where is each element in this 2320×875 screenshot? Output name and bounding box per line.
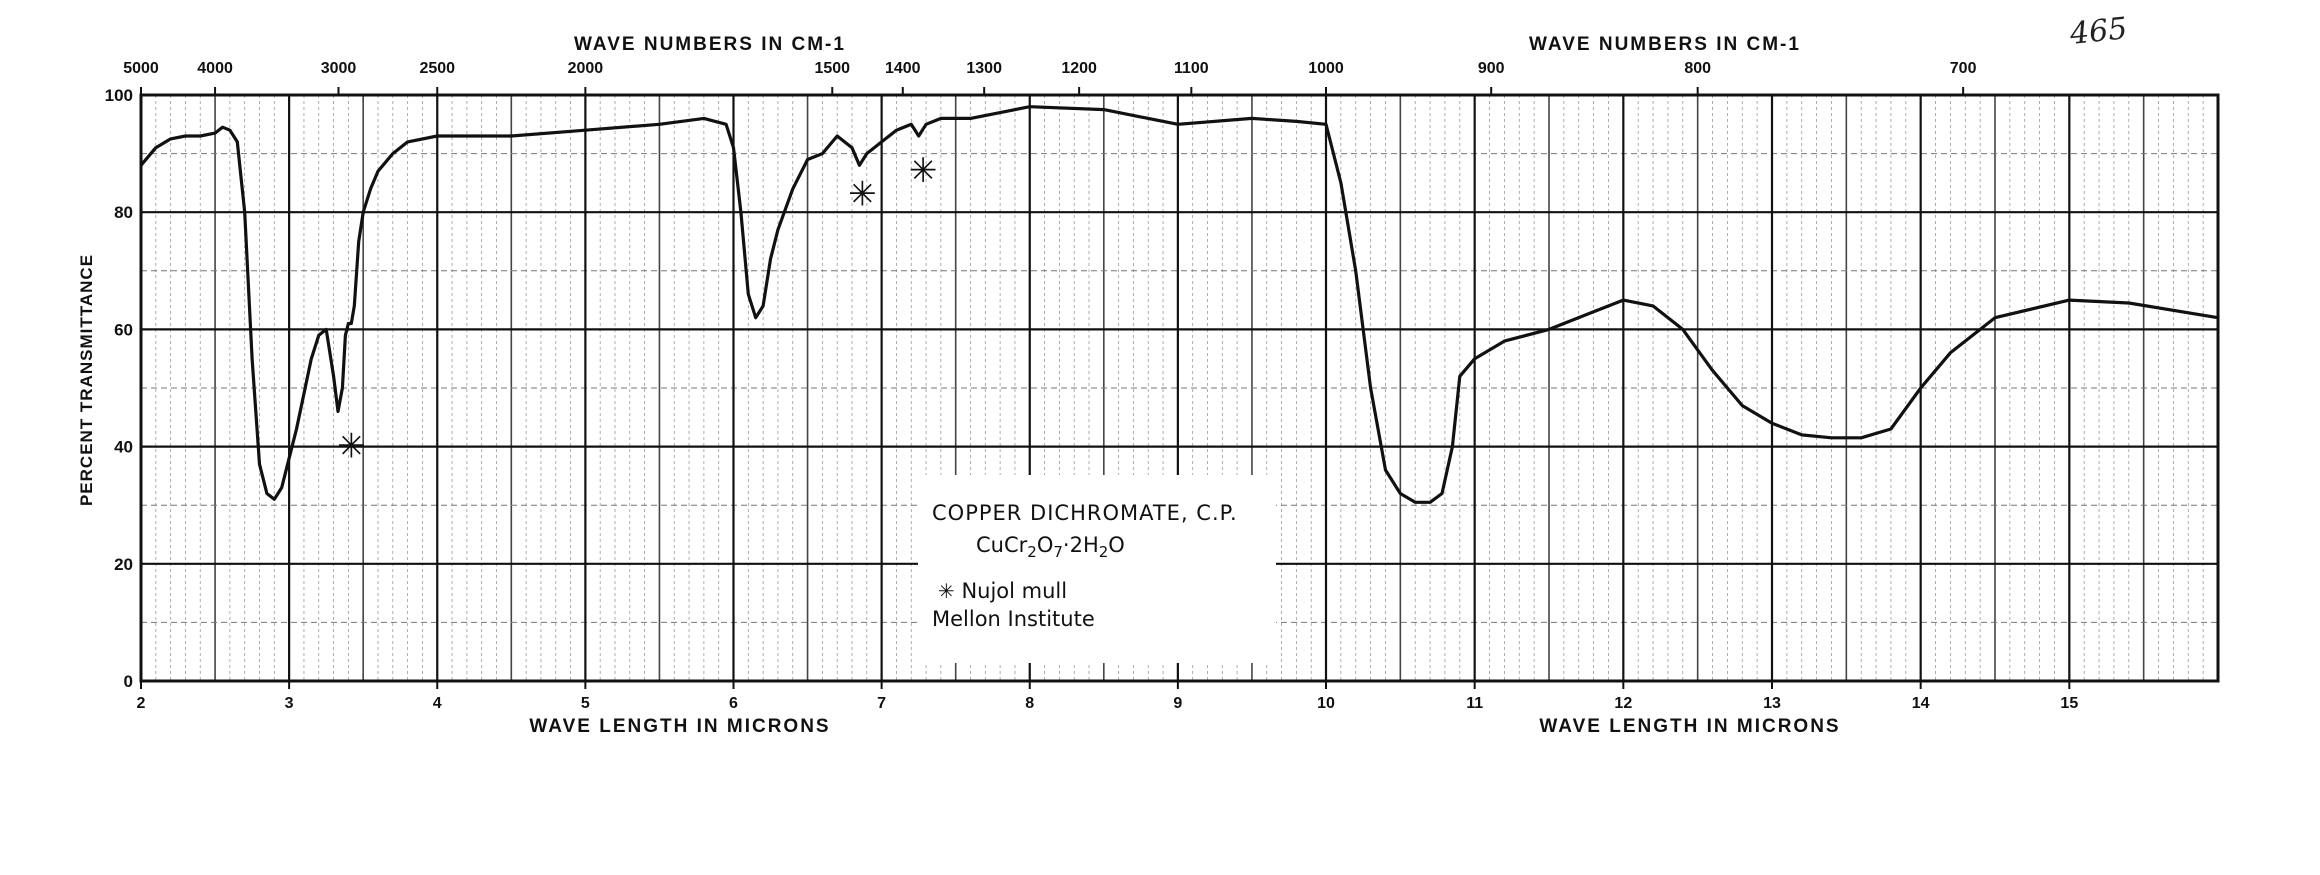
y-tick-label: 40 [114,438,133,457]
transmittance-curve [139,105,2219,504]
nujol-marker-icon: ✳ [938,579,955,603]
top-tick-label: 1300 [966,60,1002,77]
top-tick-label: 1100 [1174,60,1209,77]
top-tick-label: 800 [1684,60,1711,77]
nujol-markers: ✳ ✳ ✳ [337,152,937,465]
x-axis-title-left: WAVE LENGTH IN MICRONS [529,716,830,737]
legend-note-row: ✳ Nujol mull [938,579,1067,603]
top-tick-label: 3000 [321,60,357,77]
formula-part-a: CuCr [976,533,1028,557]
x-tick-label: 12 [1614,695,1632,712]
legend-note: Nujol mull [961,579,1068,603]
y-axis-title: PERCENT TRANSMITTANCE [77,254,96,506]
top-tick-label: 1400 [885,60,921,77]
formula-sub-2: 7 [1053,543,1063,562]
x-tick-label: 7 [877,695,886,712]
y-tick-labels: 0 20 40 60 80 100 [105,86,133,691]
x-tick-label: 10 [1317,695,1335,712]
x-axis-title-right: WAVE LENGTH IN MICRONS [1539,716,1840,737]
formula-part-d: O [1108,533,1125,557]
source-label: Mellon Institute [932,607,1095,631]
x-tick-label: 14 [1912,695,1930,712]
y-tick-label: 80 [114,203,133,222]
y-tick-label: 20 [114,555,133,574]
top-tick-labels: 5000 4000 3000 2500 2000 1500 1400 1300 1200 1100… [123,60,1977,95]
x-tick-label: 5 [581,695,590,712]
x-tick-label: 13 [1763,695,1781,712]
x-tick-label: 3 [285,695,294,712]
top-tick-label: 4000 [197,60,233,77]
top-axis-title-right: WAVE NUMBERS IN CM-1 [1529,34,1801,55]
top-tick-label: 700 [1950,60,1977,77]
formula-part-b: O [1036,533,1054,557]
x-tick-label: 9 [1173,695,1182,712]
formula-part-c: ·2H [1062,533,1099,557]
x-tick-label: 15 [2060,695,2078,712]
top-tick-label: 1000 [1308,60,1344,77]
compound-formula: CuCr2O7·2H2O [976,533,1125,561]
formula-sub-1: 2 [1027,543,1037,562]
top-tick-label: 1200 [1061,60,1097,77]
x-tick-label: 8 [1025,695,1034,712]
y-tick-label: 100 [105,86,133,105]
top-tick-label: 1500 [814,60,850,77]
top-axis-title-left: WAVE NUMBERS IN CM-1 [574,34,846,55]
y-tick-label: 0 [124,672,133,691]
nujol-marker: ✳ [909,152,938,190]
y-tick-label: 60 [114,320,133,339]
top-tick-label: 5000 [123,60,159,77]
x-tick-labels: 2 3 4 5 6 7 8 9 10 11 12 13 14 15 [137,681,2078,712]
compound-name: COPPER DICHROMATE, C.P. [932,501,1238,525]
nujol-marker: ✳ [337,428,366,466]
page-number: 465 [2068,11,2129,52]
nujol-marker: ✳ [848,176,877,214]
x-tick-label: 11 [1466,695,1483,712]
top-tick-label: 2000 [568,60,604,77]
formula-sub-3: 2 [1098,543,1109,562]
x-tick-label: 2 [137,695,146,712]
x-tick-label: 4 [433,695,442,712]
plot-frame [139,93,2220,683]
major-grid [141,95,2218,681]
top-tick-label: 2500 [419,60,455,77]
x-tick-label: 6 [729,695,738,712]
legend-box: COPPER DICHROMATE, C.P. CuCr2O7·2H2O ✳ N… [918,475,1276,663]
top-tick-label: 900 [1478,60,1505,77]
